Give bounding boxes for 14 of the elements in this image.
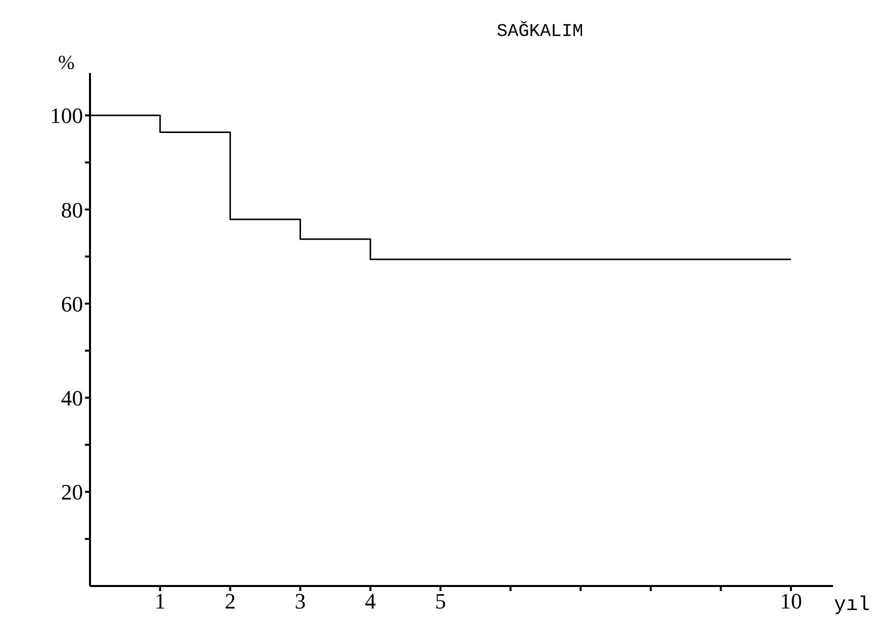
y-tick-label: 100	[50, 103, 83, 128]
y-tick-label: 80	[61, 197, 83, 222]
x-tick-label: 4	[364, 588, 376, 614]
y-tick-label: 60	[61, 291, 83, 316]
x-tick-label: 5	[434, 588, 446, 614]
y-tick-label: 20	[61, 480, 83, 505]
chart-title: SAĞKALIM	[496, 22, 584, 42]
y-tick-label: 40	[61, 386, 83, 411]
x-tick-label: 2	[224, 588, 236, 614]
y-axis-title: %	[58, 52, 75, 75]
x-tick-label: 1	[154, 588, 166, 614]
x-tick-label: 10	[780, 588, 802, 614]
x-axis-title: yıl	[834, 594, 870, 617]
x-tick-label: 3	[294, 588, 306, 614]
